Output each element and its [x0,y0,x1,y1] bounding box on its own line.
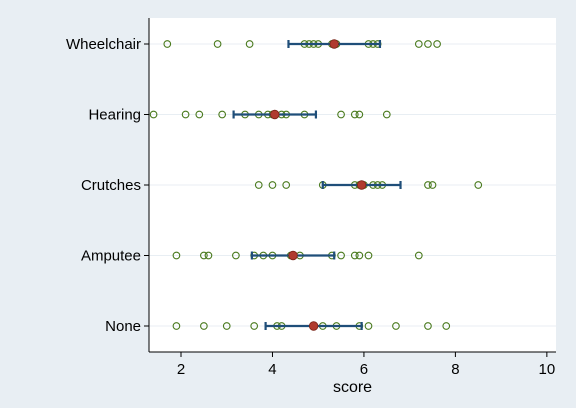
mean-marker [356,180,367,190]
data-point [414,40,423,48]
data-point [442,322,451,330]
data-point [200,251,208,260]
data-point [282,181,291,189]
x-tick-label: 6 [360,361,368,378]
data-point [254,181,263,189]
data-point [245,40,254,48]
data-point [424,40,432,48]
data-point [232,251,240,260]
axes [144,18,556,357]
mean-marker [270,109,280,120]
x-tick-label: 8 [451,361,459,378]
mean-marker [308,321,319,331]
data-marks [149,39,483,331]
data-point [200,322,208,330]
data-point [424,181,432,189]
x-axis-title: score [333,379,372,396]
data-point [364,251,373,260]
data-point [337,251,345,260]
data-point [355,251,364,260]
data-point [392,322,400,330]
mean-marker [329,39,339,49]
y-tick-label: Hearing [88,107,141,124]
y-tick-label: None [105,318,141,335]
x-tick-label: 10 [539,361,556,378]
data-point [218,110,227,119]
data-point [382,110,391,119]
data-point [149,110,158,119]
data-point [424,322,432,330]
y-tick-label: Crutches [81,177,141,194]
data-point [250,322,259,330]
data-point [204,251,213,260]
mean-marker [288,250,298,261]
data-point [474,181,483,189]
data-point [172,251,181,260]
data-point [195,110,204,119]
data-point [213,40,222,48]
data-point [172,322,181,330]
x-tick-label: 2 [177,361,185,378]
data-point [364,322,373,330]
data-point [163,40,172,48]
data-point [433,40,441,48]
data-point [222,322,231,330]
y-tick-label: Wheelchair [66,36,141,53]
tick-labels: 2 4 6 8 10 Wheelchair Hearing Crutches Amputee No… [66,36,555,378]
data-point [268,181,277,189]
data-point [337,110,345,119]
data-point [414,251,423,260]
y-tick-label: Amputee [81,248,141,265]
data-point [350,251,359,260]
data-point [355,110,364,119]
data-point [428,181,437,189]
x-tick-label: 4 [268,361,276,378]
data-point [181,110,190,119]
data-point [350,110,359,119]
